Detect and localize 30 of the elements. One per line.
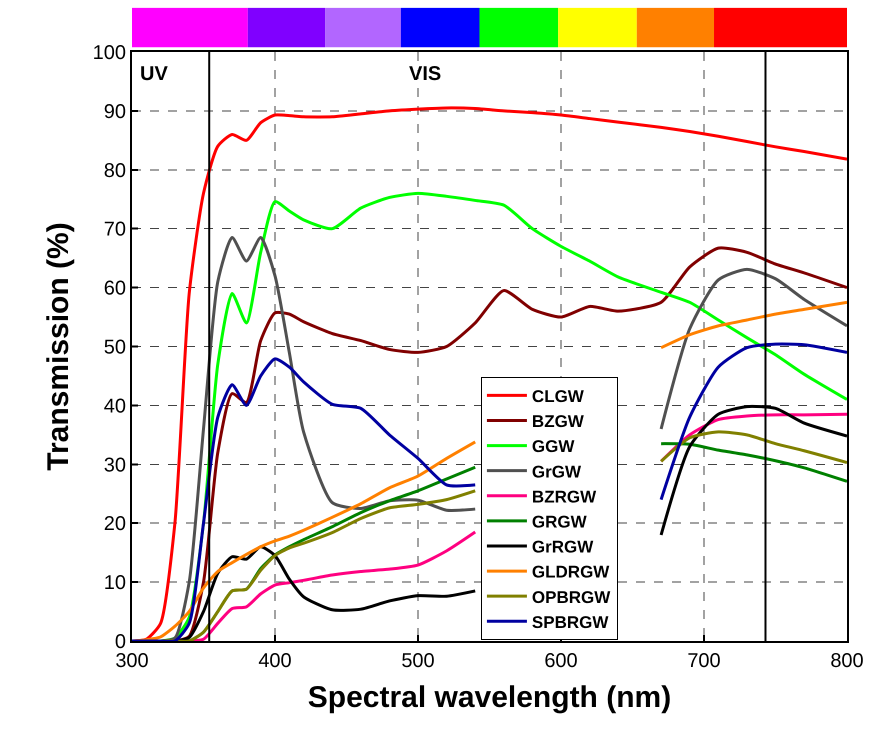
annotation: UV [140, 63, 168, 85]
x-tick-label: 800 [830, 650, 864, 672]
y-tick-label: 30 [104, 454, 126, 476]
legend-label: GLDRGW [532, 562, 610, 582]
y-tick-label: 100 [92, 42, 126, 64]
x-tick-label: 300 [115, 650, 149, 672]
y-tick-label: 90 [104, 100, 126, 123]
legend-label: BZGW [532, 412, 585, 432]
legend-label: OPBRGW [532, 588, 612, 607]
legend-label: GrGW [532, 462, 582, 482]
legend-label: GRGW [532, 512, 588, 532]
legend-label: CLGW [532, 387, 585, 406]
legend-label: SPBRGW [532, 612, 610, 632]
y-tick-label: 80 [104, 160, 126, 182]
y-tick-label: 0 [114, 631, 126, 653]
y-tick-label: 50 [104, 336, 126, 358]
y-tick-label: 40 [104, 395, 126, 418]
y-tick-label: 20 [104, 513, 126, 536]
x-tick-label: 700 [687, 650, 721, 672]
x-tick-label: 600 [544, 650, 578, 672]
legend-label: BZRGW [532, 487, 598, 506]
y-tick-label: 70 [104, 218, 126, 241]
legend-label: GGW [532, 437, 576, 456]
x-tick-label: 500 [401, 650, 435, 672]
x-tick-label: 400 [258, 650, 292, 672]
legend-label: GrRGW [532, 538, 594, 557]
y-tick-label: 60 [104, 278, 126, 300]
y-tick-label: 10 [104, 572, 126, 594]
y-axis-title: Transmission (%) [42, 222, 76, 471]
x-axis-title: Spectral wavelength (nm) [308, 681, 672, 714]
